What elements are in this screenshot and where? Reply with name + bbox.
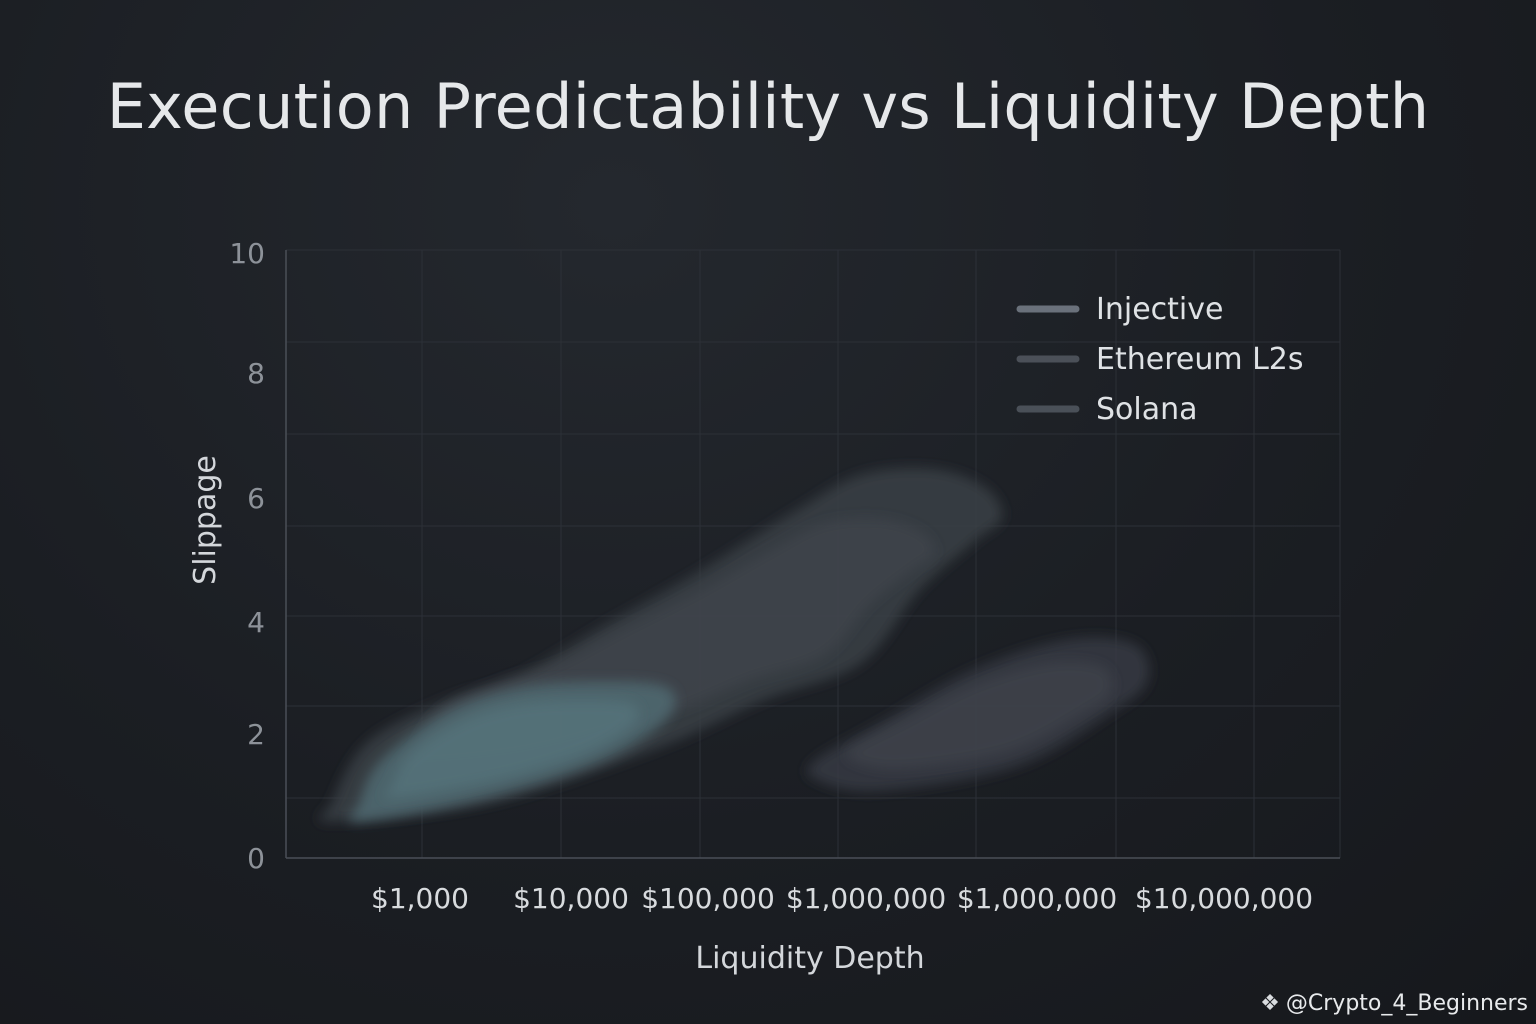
y-tick-label: 2 xyxy=(247,718,265,751)
legend-label: Ethereum L2s xyxy=(1096,342,1304,377)
watermark: ❖ @Crypto_4_Beginners xyxy=(1260,991,1528,1016)
x-tick-label: $10,000,000 xyxy=(1135,882,1313,915)
x-tick-label: $1,000 xyxy=(371,882,469,915)
y-tick-label: 10 xyxy=(229,237,265,270)
x-tick-label: $100,000 xyxy=(641,882,775,915)
y-tick-label: 6 xyxy=(247,482,265,515)
y-axis-title: Slippage xyxy=(188,455,223,585)
diamond-logo-icon: ❖ xyxy=(1260,991,1280,1016)
legend-label: Injective xyxy=(1096,292,1223,327)
x-tick-label: $10,000 xyxy=(513,882,629,915)
x-tick-label: $1,000,000 xyxy=(786,882,946,915)
y-tick-label: 4 xyxy=(247,606,265,639)
chart-title: Execution Predictability vs Liquidity De… xyxy=(106,70,1430,143)
x-tick-label: $1,000,000 xyxy=(957,882,1117,915)
x-axis-title: Liquidity Depth xyxy=(695,941,924,976)
y-tick-label: 8 xyxy=(247,357,265,390)
watermark-text: @Crypto_4_Beginners xyxy=(1285,991,1528,1016)
y-tick-label: 0 xyxy=(247,842,265,875)
density-core-solana xyxy=(845,661,1113,770)
density-core-injective xyxy=(383,700,639,799)
legend-label: Solana xyxy=(1096,392,1198,427)
